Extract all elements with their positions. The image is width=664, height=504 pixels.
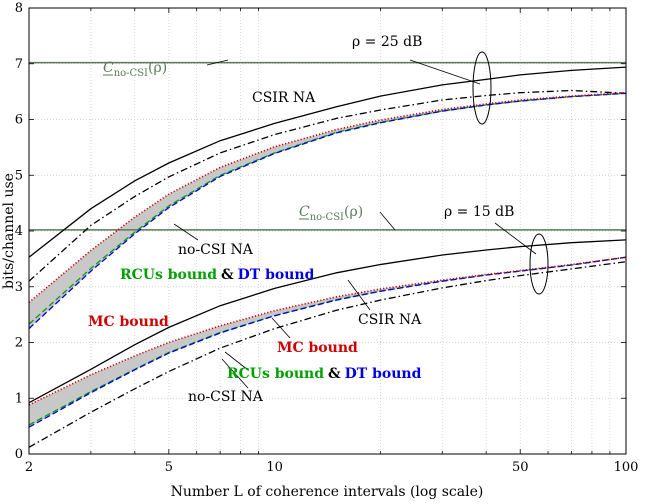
series-line-mc-bound <box>29 256 626 406</box>
annotation-mc-bottom: MC bound <box>277 340 358 356</box>
x-tick-label: 50 <box>512 460 529 475</box>
y-tick-label: 5 <box>15 168 23 183</box>
series-line-nocsi-na <box>29 261 626 448</box>
svg-text:Cno-CSI(ρ): Cno-CSI(ρ) <box>103 60 167 79</box>
uncertainty-bands <box>29 92 626 428</box>
capacity-lines <box>29 61 626 231</box>
leader-lines <box>173 59 537 389</box>
y-ticks: 0 1 2 3 4 5 6 7 8 <box>15 1 626 462</box>
label-dt-top: DT bound <box>238 267 315 283</box>
series-lines <box>29 66 626 448</box>
y-axis-label: bits/channel use <box>1 173 17 289</box>
y-tick-label: 3 <box>15 280 23 295</box>
cap-bottom-symbol: C <box>299 204 310 220</box>
ellipse-marker-15db <box>529 233 549 295</box>
cap-top-arg: (ρ) <box>148 60 167 76</box>
annotation-rho-15db: ρ = 15 dB <box>444 204 514 220</box>
y-tick-label: 8 <box>15 1 23 16</box>
series-line-dt-bound <box>29 256 626 428</box>
x-tick-label: 100 <box>614 460 639 475</box>
annotation-nocsi-na-top: no-CSI NA <box>178 242 254 258</box>
x-ticks: 2 5 10 50 100 <box>25 8 639 475</box>
y-tick-label: 1 <box>15 391 23 406</box>
x-tick-label: 5 <box>165 460 173 475</box>
series-line-csir-na <box>29 66 626 258</box>
x-tick-label: 10 <box>266 460 283 475</box>
series-line-nocsi-na <box>29 89 626 282</box>
label-rcus-top: RCUs bound <box>120 267 217 283</box>
annotation-capacity-bottom: Cno-CSI(ρ) <box>299 204 363 223</box>
y-tick-label: 4 <box>15 224 23 239</box>
annotation-csir-na-bottom: CSIR NA <box>358 312 422 328</box>
annotation-rcus-dt-top: RCUs bound & DT bound <box>120 267 315 283</box>
svg-text:Cno-CSI(ρ): Cno-CSI(ρ) <box>299 204 363 223</box>
y-tick-label: 0 <box>15 447 23 462</box>
annotation-rho-25db: ρ = 25 dB <box>352 34 422 50</box>
cap-top-symbol: C <box>103 60 114 76</box>
label-dt-bottom: DT bound <box>345 366 422 382</box>
y-tick-label: 7 <box>15 57 23 72</box>
annotation-mc-top: MC bound <box>88 314 169 330</box>
y-tick-label: 2 <box>15 336 23 351</box>
label-amp-top: & <box>221 267 234 283</box>
ellipse-marker-25db <box>472 51 492 125</box>
label-rcus-bottom: RCUs bound <box>227 366 324 382</box>
annotation-csir-na-top: CSIR NA <box>252 90 316 106</box>
cap-top-sub: no-CSI <box>114 68 148 79</box>
mc-dt-band <box>29 92 626 329</box>
series-line-rcus-bound <box>29 92 626 325</box>
x-tick-label: 2 <box>25 460 33 475</box>
series-line-csir-na <box>29 239 626 404</box>
y-tick-label: 6 <box>15 113 23 128</box>
cap-bottom-arg: (ρ) <box>344 204 363 220</box>
cap-bottom-sub: no-CSI <box>310 212 344 223</box>
annotation-capacity-top: Cno-CSI(ρ) <box>103 60 167 79</box>
series-line-mc-bound <box>29 91 626 304</box>
annotation-rcus-dt-bottom: RCUs bound & DT bound <box>227 366 422 382</box>
annotation-nocsi-na-bottom: no-CSI NA <box>188 389 264 405</box>
x-axis-label: Number L of coherence intervals (log sca… <box>171 484 484 500</box>
label-amp-bottom: & <box>328 366 341 382</box>
series-line-dt-bound <box>29 92 626 330</box>
